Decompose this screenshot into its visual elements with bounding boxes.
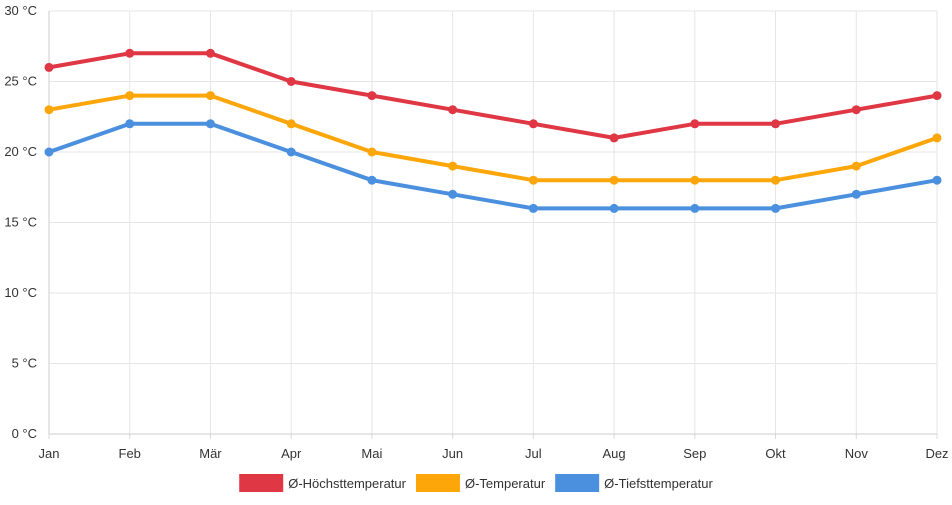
data-point[interactable] bbox=[286, 119, 296, 129]
data-point[interactable] bbox=[851, 189, 861, 199]
data-point[interactable] bbox=[690, 203, 700, 213]
data-point[interactable] bbox=[367, 91, 377, 101]
series-layer bbox=[44, 48, 942, 213]
x-tick-label: Jan bbox=[39, 446, 60, 461]
data-point[interactable] bbox=[125, 91, 135, 101]
x-tick-label: Mär bbox=[199, 446, 222, 461]
y-tick-label: 30 °C bbox=[4, 3, 37, 18]
data-point[interactable] bbox=[851, 105, 861, 115]
legend-swatch bbox=[555, 474, 600, 492]
legend-swatch bbox=[415, 474, 460, 492]
series-3 bbox=[44, 119, 942, 213]
legend-label: Ø-Temperatur bbox=[465, 476, 546, 491]
series-line bbox=[47, 121, 939, 211]
data-point[interactable] bbox=[932, 133, 942, 143]
data-point[interactable] bbox=[528, 175, 538, 185]
series-2 bbox=[44, 91, 942, 185]
legend-label: Ø-Höchsttemperatur bbox=[288, 476, 406, 491]
legend-item[interactable]: Ø-Temperatur bbox=[415, 474, 546, 492]
grid-layer bbox=[48, 10, 938, 435]
legend[interactable]: Ø-Höchsttemperatur Ø-Temperatur Ø-Tiefstte… bbox=[239, 474, 713, 492]
data-point[interactable] bbox=[286, 147, 296, 157]
data-point[interactable] bbox=[771, 119, 781, 129]
x-tick-label: Dez bbox=[925, 446, 948, 461]
data-point[interactable] bbox=[932, 175, 942, 185]
x-tick-label: Apr bbox=[281, 446, 302, 461]
legend-item[interactable]: Ø-Höchsttemperatur bbox=[239, 474, 407, 492]
series-1 bbox=[44, 48, 942, 143]
data-point[interactable] bbox=[448, 105, 458, 115]
data-point[interactable] bbox=[528, 203, 538, 213]
data-point[interactable] bbox=[44, 62, 54, 72]
x-tick-label: Jun bbox=[442, 446, 463, 461]
data-point[interactable] bbox=[125, 48, 135, 58]
x-tick-label: Sep bbox=[683, 446, 706, 461]
x-tick-label: Mai bbox=[361, 446, 382, 461]
data-point[interactable] bbox=[609, 133, 619, 143]
series-line bbox=[47, 93, 939, 183]
data-point[interactable] bbox=[367, 147, 377, 157]
data-point[interactable] bbox=[448, 161, 458, 171]
data-point[interactable] bbox=[690, 175, 700, 185]
data-point[interactable] bbox=[205, 48, 215, 58]
axis-layer: 0 °C 5 °C 10 °C 15 °C 20 °C 25 °C 30 °C Jan Feb M… bbox=[4, 3, 948, 461]
x-tick-label: Okt bbox=[765, 446, 786, 461]
data-point[interactable] bbox=[205, 91, 215, 101]
y-tick-label: 25 °C bbox=[4, 74, 37, 89]
y-tick-label: 10 °C bbox=[4, 285, 37, 300]
data-point[interactable] bbox=[44, 147, 54, 157]
data-point[interactable] bbox=[528, 119, 538, 129]
data-point[interactable] bbox=[609, 203, 619, 213]
y-tick-label: 0 °C bbox=[12, 426, 37, 441]
y-tick-label: 5 °C bbox=[12, 356, 37, 371]
legend-label: Ø-Tiefsttemperatur bbox=[604, 476, 713, 491]
data-point[interactable] bbox=[771, 203, 781, 213]
data-point[interactable] bbox=[851, 161, 861, 171]
legend-item[interactable]: Ø-Tiefsttemperatur bbox=[555, 474, 713, 492]
y-tick-label: 20 °C bbox=[4, 144, 37, 159]
legend-swatch bbox=[239, 474, 284, 492]
data-point[interactable] bbox=[44, 105, 54, 115]
data-point[interactable] bbox=[771, 175, 781, 185]
data-point[interactable] bbox=[286, 77, 296, 86]
data-point[interactable] bbox=[690, 119, 700, 129]
x-tick-label: Nov bbox=[845, 446, 869, 461]
series-line bbox=[47, 51, 939, 140]
y-tick-label: 15 °C bbox=[4, 215, 37, 230]
x-tick-label: Jul bbox=[525, 446, 542, 461]
data-point[interactable] bbox=[448, 189, 458, 199]
data-point[interactable] bbox=[609, 175, 619, 185]
x-tick-label: Aug bbox=[603, 446, 626, 461]
x-tick-label: Feb bbox=[119, 446, 141, 461]
data-point[interactable] bbox=[125, 119, 135, 129]
data-point[interactable] bbox=[205, 119, 215, 129]
data-point[interactable] bbox=[932, 91, 942, 101]
data-point[interactable] bbox=[367, 175, 377, 185]
